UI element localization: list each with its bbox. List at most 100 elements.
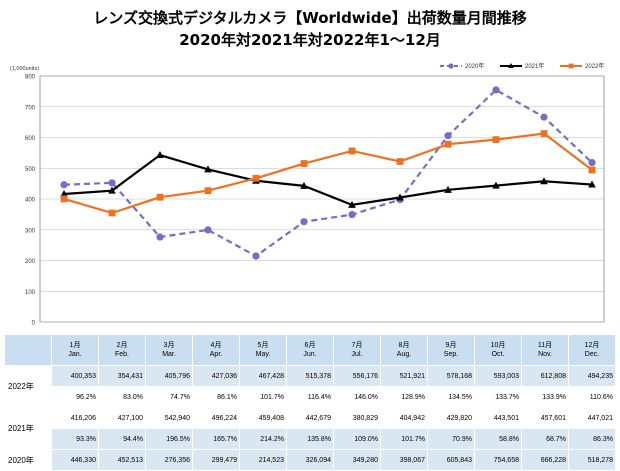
ratio-cell: 58.8% xyxy=(474,428,522,450)
month-header: 2月 Feb. xyxy=(98,334,146,366)
value-cell: 578,168 xyxy=(427,365,475,387)
data-point xyxy=(588,159,596,167)
month-header: 3月 Mar. xyxy=(145,334,193,366)
month-en: Jul. xyxy=(351,351,363,358)
legend-marker xyxy=(448,63,454,69)
ratio-cell: 109.0% xyxy=(333,428,381,450)
month-header: 1月 Jan. xyxy=(51,334,99,366)
value-cell: 447,021 xyxy=(568,407,616,429)
month-en: Aug. xyxy=(396,351,412,358)
data-point xyxy=(492,136,500,144)
month-en: Nov. xyxy=(538,351,552,358)
month-en: May. xyxy=(255,351,271,358)
value-cell: 457,601 xyxy=(521,407,569,429)
ratio-cell: 94.4% xyxy=(98,428,146,450)
data-point xyxy=(492,86,500,94)
series-line-2022年 xyxy=(63,132,593,215)
month-jp: 10月 xyxy=(490,342,506,349)
data-point xyxy=(300,181,308,189)
value-cell: 593,003 xyxy=(474,365,522,387)
value-cell: 349,280 xyxy=(333,449,381,471)
value-cell: 446,330 xyxy=(51,449,99,471)
y-tick-label: 700 xyxy=(25,105,36,111)
month-jp: 9月 xyxy=(445,342,457,349)
chart-title: レンズ交換式デジタルカメラ【Worldwide】出荷数量月間推移 xyxy=(93,9,527,27)
ratio-cell: 86.1% xyxy=(192,386,240,408)
month-header: 6月 Jun. xyxy=(286,334,334,366)
data-point xyxy=(108,179,116,187)
ratio-cell: 133.7% xyxy=(474,386,522,408)
value-cell: 612,808 xyxy=(521,365,569,387)
value-cell: 494,235 xyxy=(568,365,616,387)
legend-marker xyxy=(568,63,574,69)
value-cell: 605,843 xyxy=(427,449,475,471)
series-line-2021年 xyxy=(63,153,593,207)
value-cell: 405,796 xyxy=(145,365,193,387)
data-point xyxy=(60,190,68,198)
row-year-label: 2021年 xyxy=(4,407,52,450)
month-jp: 5月 xyxy=(257,342,269,349)
data-point xyxy=(396,158,404,165)
value-cell: 326,094 xyxy=(286,449,334,471)
month-en: Apr. xyxy=(209,351,223,358)
month-jp: 6月 xyxy=(304,342,316,349)
table-row: 2021年 416,206 427,100 542,940 496,224 459,408… xyxy=(4,407,616,450)
table-row: 2022年 400,353 354,431 405,796 427,036 467,428… xyxy=(4,365,616,408)
value-cell: 214,523 xyxy=(239,449,287,471)
month-header: 9月 Sep. xyxy=(427,334,475,366)
y-tick-label: 300 xyxy=(25,228,36,234)
data-point xyxy=(108,209,116,217)
ratio-cell: 110.6% xyxy=(568,386,616,408)
data-point xyxy=(492,181,500,189)
ratio-cell: 116.4% xyxy=(286,386,334,408)
ratio-cell: 93.3% xyxy=(51,428,99,450)
row-year-label: 2022年 xyxy=(4,365,52,408)
month-jp: 11月 xyxy=(537,342,553,349)
header-corner xyxy=(4,334,52,366)
value-cell: 354,431 xyxy=(98,365,146,387)
y-tick-label: 600 xyxy=(25,136,36,142)
data-point xyxy=(396,193,404,201)
ratio-cell: 74.7% xyxy=(145,386,193,408)
data-point xyxy=(444,185,452,193)
data-point xyxy=(348,210,356,219)
month-en: Feb. xyxy=(114,351,129,358)
value-cell: 427,036 xyxy=(192,365,240,387)
month-en: Jan. xyxy=(68,351,82,358)
table-row: 93.3% 94.4% 196.5% 165.7% 214.2% 135.8% 109.0%… xyxy=(5,428,616,450)
ratio-cell: 196.5% xyxy=(145,428,193,450)
table-row: 96.2% 83.0% 74.7% 86.1% 101.7% 116.4% 146.0% 12… xyxy=(5,386,616,408)
y-unit-label: (1,000units) xyxy=(10,66,39,72)
table-row: 2020年 446,330 452,513 276,356 299,479 214,523… xyxy=(4,449,616,471)
line-chart: 0 100 200 300 400 500 600 700 800 (1,000units) 202… xyxy=(10,62,605,327)
row-year-label: 2020年 xyxy=(4,449,52,471)
value-cell: 459,408 xyxy=(239,407,287,429)
data-point xyxy=(348,200,356,208)
ratio-cell: 135.8% xyxy=(286,428,334,450)
month-header: 7月 Jul. xyxy=(333,334,381,366)
value-cell: 416,206 xyxy=(51,407,99,429)
legend-label: 2021年 xyxy=(525,62,544,70)
data-point xyxy=(204,187,212,195)
data-point xyxy=(300,160,308,167)
legend-label: 2022年 xyxy=(585,62,604,70)
value-cell: 427,100 xyxy=(98,407,146,429)
data-point xyxy=(540,177,548,185)
month-en: Mar. xyxy=(162,351,176,358)
legend-label: 2020年 xyxy=(465,62,484,70)
month-header: 12月 Dec. xyxy=(568,334,616,366)
y-tick-label: 200 xyxy=(25,259,36,265)
data-point xyxy=(252,252,260,260)
value-cell: 496,224 xyxy=(192,407,240,429)
ratio-cell: 134.5% xyxy=(427,386,475,408)
ratio-cell: 86.3% xyxy=(568,428,616,450)
legend-marker xyxy=(508,63,514,68)
data-point xyxy=(60,181,68,189)
y-tick-label: 800 xyxy=(25,75,36,81)
month-jp: 12月 xyxy=(584,342,600,349)
data-point xyxy=(300,218,308,226)
ratio-cell: 68.7% xyxy=(521,428,569,450)
data-point xyxy=(156,233,164,241)
chart-subtitle: 2020年対2021年対2022年1〜12月 xyxy=(179,31,441,49)
y-tick-label: 100 xyxy=(25,290,36,296)
